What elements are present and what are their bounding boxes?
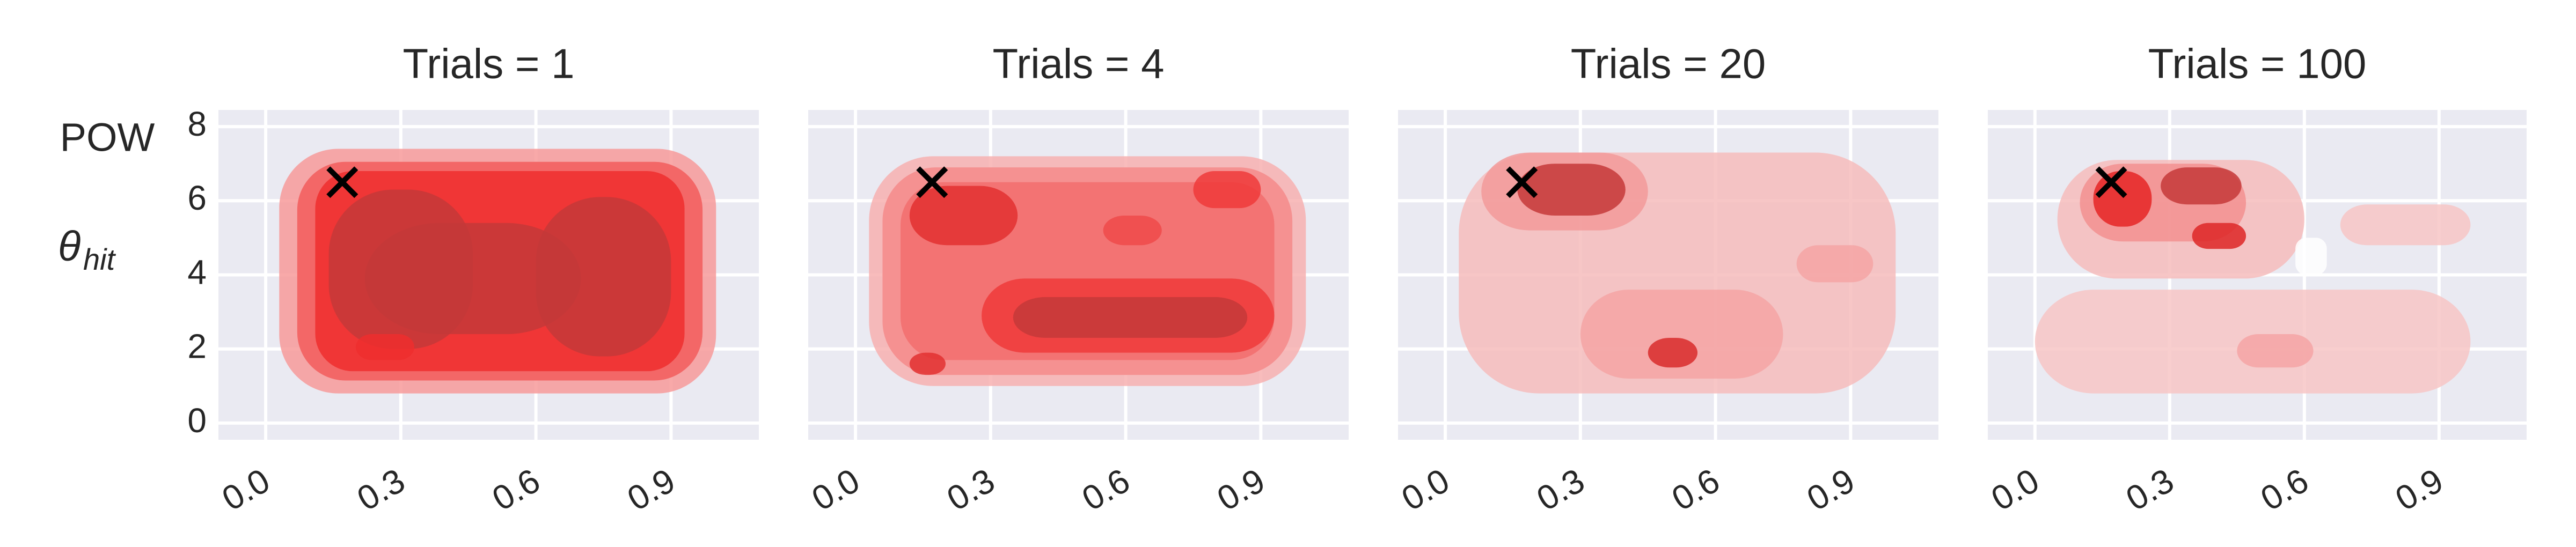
subplot: 0.0 0.3 0.6 0.9 Trials = 20 bbox=[1395, 40, 1938, 518]
x-tick-label: 0.3 bbox=[940, 461, 1001, 518]
density-region bbox=[909, 352, 946, 375]
density-region bbox=[909, 186, 1018, 246]
y-tick-label: 8 bbox=[187, 105, 207, 143]
subplot: 0.0 0.3 0.6 0.9 0 2 4 6 8 Trials = 1 POW θ hit bbox=[58, 40, 759, 518]
density-region bbox=[536, 197, 671, 357]
x-tick-label: 0.0 bbox=[806, 461, 866, 518]
density-region bbox=[1517, 164, 1626, 216]
density-region bbox=[364, 223, 581, 335]
density-region bbox=[2237, 334, 2314, 368]
density-region bbox=[1796, 245, 1874, 283]
x-tick-label: 0.9 bbox=[621, 461, 682, 518]
x-tick-label: 0.0 bbox=[1395, 461, 1456, 518]
density-region bbox=[2161, 167, 2242, 205]
subplot-title: Trials = 20 bbox=[1571, 40, 1766, 87]
density-region bbox=[1103, 215, 1162, 246]
y-tick-label: 0 bbox=[187, 401, 207, 440]
y-label-subscript: hit bbox=[83, 242, 116, 276]
y-label-symbol: θ bbox=[58, 223, 80, 270]
marker bbox=[1506, 166, 1538, 198]
density-region bbox=[2340, 204, 2471, 246]
x-tick-label: 0.3 bbox=[350, 461, 411, 518]
marker bbox=[326, 166, 358, 198]
subplot: 0.0 0.3 0.6 0.9 Trials = 100 bbox=[1985, 40, 2527, 518]
x-tick-label: 0.3 bbox=[2119, 461, 2180, 518]
marker bbox=[916, 166, 948, 198]
plot-area bbox=[2035, 160, 2471, 394]
y-label: POW bbox=[60, 115, 155, 160]
x-tick-label: 0.9 bbox=[1211, 461, 1271, 518]
plot-area bbox=[1459, 152, 1896, 394]
subplot-title: Trials = 4 bbox=[992, 40, 1164, 87]
y-tick-label: 4 bbox=[187, 253, 207, 291]
x-tick-label: 0.6 bbox=[486, 461, 546, 518]
marker bbox=[2095, 166, 2127, 198]
y-tick-label: 6 bbox=[187, 179, 207, 217]
x-tick-label: 0.0 bbox=[216, 461, 276, 518]
density-region bbox=[1580, 290, 1783, 379]
x-tick-label: 0.3 bbox=[1530, 461, 1591, 518]
x-tick-label: 0.9 bbox=[1801, 461, 1861, 518]
subplot-title: Trials = 100 bbox=[2148, 40, 2367, 87]
density-region bbox=[355, 334, 415, 360]
density-region bbox=[2093, 171, 2152, 227]
plot-area bbox=[869, 156, 1306, 386]
x-tick-label: 0.6 bbox=[1075, 461, 1136, 518]
density-region bbox=[2192, 223, 2246, 249]
density-region bbox=[2295, 238, 2327, 275]
x-tick-label: 0.6 bbox=[2254, 461, 2315, 518]
subplot: 0.0 0.3 0.6 0.9 Trials = 4 bbox=[806, 40, 1349, 518]
subplot-title: Trials = 1 bbox=[402, 40, 574, 87]
density-region bbox=[1013, 297, 1248, 338]
density-region bbox=[1193, 171, 1261, 209]
y-tick-label: 2 bbox=[187, 327, 207, 366]
x-tick-label: 0.0 bbox=[1985, 461, 2045, 518]
x-tick-label: 0.6 bbox=[1665, 461, 1726, 518]
plot-area bbox=[279, 149, 716, 394]
density-region bbox=[1648, 337, 1698, 368]
x-tick-label: 0.9 bbox=[2389, 461, 2449, 518]
